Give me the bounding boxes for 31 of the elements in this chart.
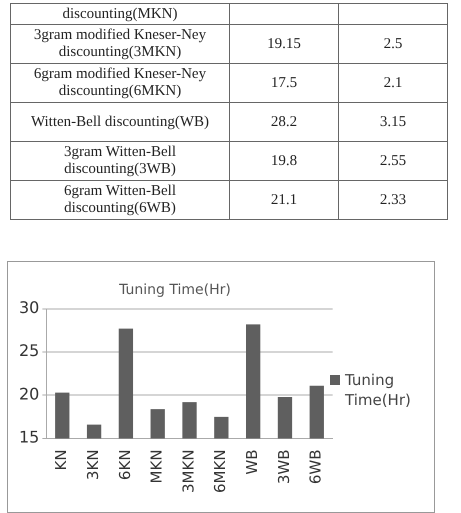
x-tick-label: KN [52,449,70,471]
data-label: 3.15 [338,102,448,142]
data-label: 2.5 [338,24,448,64]
x-tick-label: 6WB [306,449,325,484]
x-tick-label: 3MKN [179,449,198,494]
category-label: discounting(MKN) [10,4,230,24]
data-label: 28.2 [230,102,338,142]
x-tick-label: 6KN [116,449,134,480]
category-label: 6gram Witten-Bell discounting(6WB) [10,180,230,220]
y-tick-label: 30 [19,298,40,317]
y-tick-label: 15 [19,428,40,447]
y-tick-label: 20 [19,384,40,404]
y-tick-label: 25 [19,341,40,360]
x-tick-label: 6MKN [211,449,230,494]
data-label: 19.15 [230,24,338,64]
category-label: 3gram modified Kneser-Ney discounting(3MKN) [10,24,230,64]
x-tick-label: 3WB [274,449,293,484]
x-tick-label: WB [243,449,262,475]
x-tick-label: MKN [148,449,166,484]
category-label: 3gram Witten-Bell discounting(3WB) [10,142,230,180]
data-label: 21.1 [230,180,338,220]
data-label: 2.1 [338,64,448,102]
data-label: 17.5 [230,64,338,102]
x-tick-label: 3KN [84,449,102,480]
data-label: 19.8 [230,142,338,180]
data-label: 2.33 [338,180,448,220]
category-label: Witten-Bell discounting(WB) [10,102,230,142]
category-label: 6gram modified Kneser-Ney discounting(6MKN) [10,64,230,102]
chart-title: Tuning Time(Hr) [118,282,231,298]
legend-label: Tuning Time(Hr) [345,370,412,410]
data-label: 2.55 [338,142,448,180]
